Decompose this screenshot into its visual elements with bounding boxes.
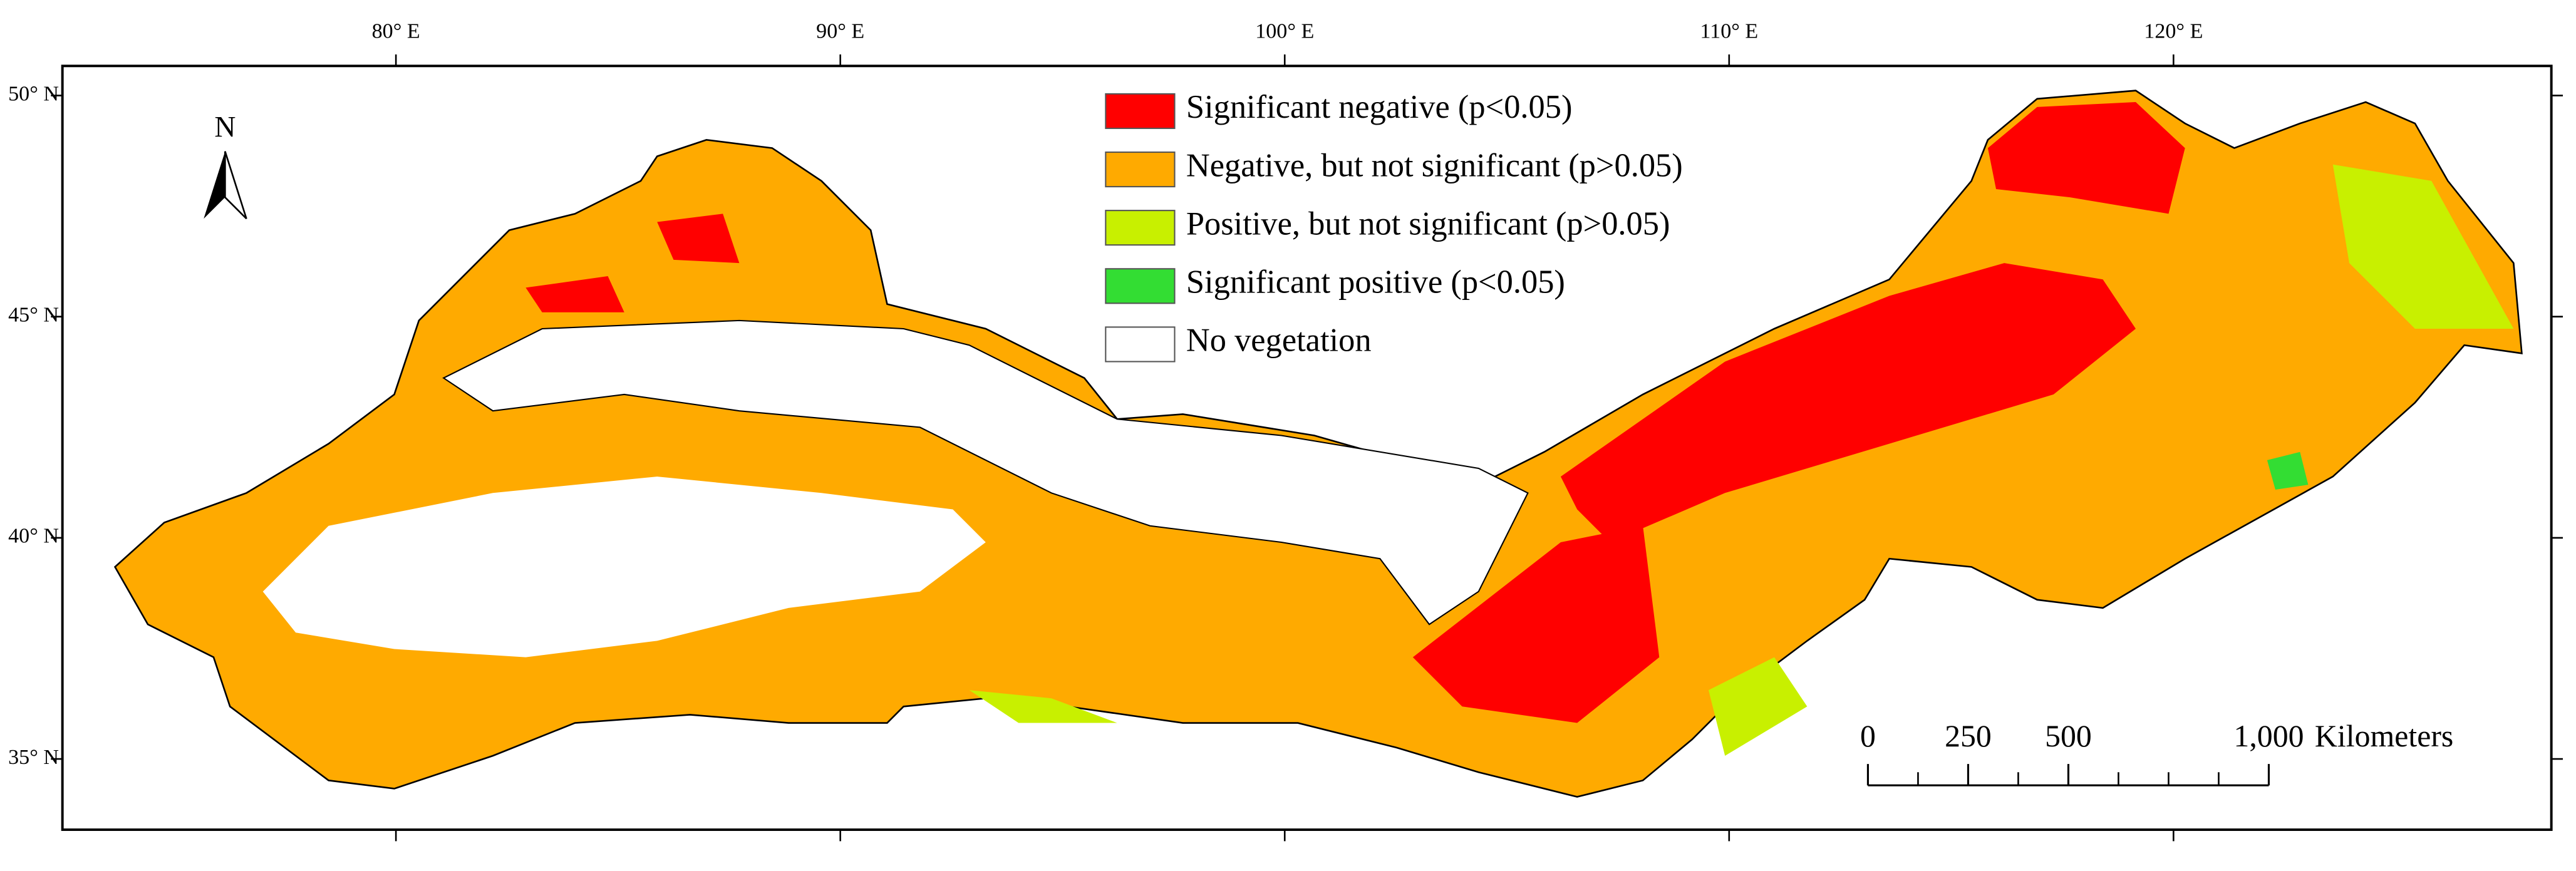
lat-tick-label: 50° N — [8, 82, 59, 105]
north-arrow: N — [204, 111, 247, 220]
lat-tick-label: 45° N — [8, 304, 59, 327]
lon-tick-label: 80° E — [372, 20, 420, 43]
lon-tick-label: 120° E — [2144, 20, 2203, 43]
scale-label: 1,000 — [2233, 719, 2304, 753]
legend: Significant negative (p<0.05) Negative, b… — [1105, 89, 1683, 363]
region-sig-negative — [1987, 102, 2185, 214]
scale-label: 250 — [1945, 719, 1992, 753]
legend-label: No vegetation — [1186, 322, 1372, 359]
legend-swatch — [1105, 268, 1176, 304]
region-sig-positive — [2267, 451, 2309, 490]
north-arrow-left — [204, 151, 225, 219]
region-positive — [1709, 657, 1808, 756]
region-sig-negative — [1560, 263, 2136, 543]
scale-unit: Kilometers — [2315, 719, 2453, 753]
map-frame — [61, 64, 2553, 832]
scale-label: 500 — [2045, 719, 2092, 753]
north-label: N — [214, 111, 235, 143]
lon-tick-label: 90° E — [816, 20, 864, 43]
region-positive — [2332, 164, 2514, 329]
lon-tick-label: 110° E — [1700, 20, 1758, 43]
scale-bar: 0 250 500 1,000 Kilometers — [1860, 719, 2453, 786]
region-sig-negative — [657, 214, 740, 264]
lon-tick-label: 100° E — [1255, 20, 1314, 43]
region-no-vegetation — [442, 319, 1529, 626]
legend-swatch — [1105, 326, 1176, 363]
legend-label: Significant negative (p<0.05) — [1186, 89, 1573, 125]
lat-tick-label: 40° N — [8, 525, 59, 548]
region-sig-negative — [525, 276, 624, 312]
lat-tick-label: 35° N — [8, 746, 59, 769]
scale-label: 0 — [1860, 719, 1876, 753]
legend-swatch — [1105, 151, 1176, 188]
legend-swatch — [1105, 93, 1176, 130]
region-sig-negative — [1412, 525, 1660, 723]
legend-label: Negative, but not significant (p>0.05) — [1186, 147, 1683, 183]
legend-label: Significant positive (p<0.05) — [1186, 264, 1565, 301]
legend-swatch — [1105, 210, 1176, 246]
legend-label: Positive, but not significant (p>0.05) — [1186, 205, 1670, 242]
region-no-vegetation — [262, 477, 986, 657]
north-arrow-right — [224, 151, 247, 220]
regions — [113, 90, 2523, 798]
